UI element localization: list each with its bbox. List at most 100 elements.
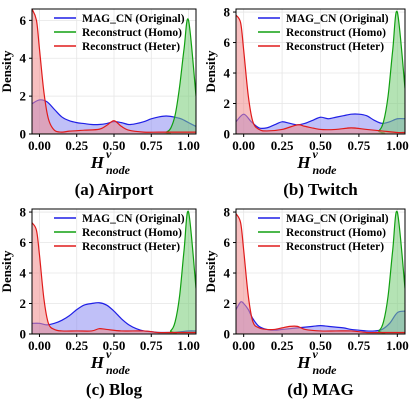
panel-caption: (a) Airport [75,180,154,199]
x-tick-label: 0.75 [348,338,371,353]
x-tick-label: 0.00 [28,138,51,153]
y-axis-label: Density [0,250,14,292]
panel-caption: (c) Blog [86,380,143,399]
x-tick-label: 0.50 [309,138,332,153]
x-tick-label: 0.25 [271,138,294,153]
y-tick-label: 8 [224,5,231,20]
legend-label-homo: Reconstruct (Homo) [286,227,386,239]
x-axis-label-main: H [296,353,311,372]
x-tick-label: 1.00 [386,338,409,353]
legend-label-heter: Reconstruct (Heter) [82,41,180,53]
x-tick-label: 0.25 [65,138,88,153]
legend-label-homo: Reconstruct (Homo) [82,27,182,39]
legend-label-original: MAG_CN (Original) [286,213,389,225]
y-axis-label: Density [203,50,218,92]
legend-label-homo: Reconstruct (Homo) [82,227,182,239]
chart-panel-3: 0.00 0.25 0.50 0.75 1.00 0 2 4 6 8 Density H v node (c… [0,205,200,399]
panel-caption: (b) Twitch [283,180,358,199]
legend: MAG_CN (Original) Reconstruct (Homo) Recon… [54,213,185,253]
y-tick-label: 2 [224,296,231,311]
x-tick-label: 0.50 [309,338,332,353]
series-area-heter [32,9,196,134]
y-tick-label: 8 [224,205,231,220]
x-tick-label: 0.00 [28,338,51,353]
y-tick-label: 0 [20,327,27,342]
y-tick-label: 2 [20,89,27,104]
x-tick-label: 0.50 [103,138,126,153]
x-tick-label: 0.75 [140,338,163,353]
series-line-original [236,113,405,130]
x-tick-label: 0.25 [271,338,294,353]
x-axis-label-sup: v [106,147,112,161]
x-tick-label: 1.00 [177,338,200,353]
x-axis-label-sub: node [106,163,131,177]
y-tick-label: 4 [224,266,231,281]
y-tick-label: 4 [20,51,27,66]
y-tick-label: 6 [20,13,27,28]
legend: MAG_CN (Original) Reconstruct (Homo) Recon… [54,13,185,53]
plot-area [236,10,405,134]
y-tick-label: 6 [224,235,231,250]
y-tick-label: 6 [224,35,231,50]
x-axis-label-main: H [296,153,311,172]
series-area-original [32,302,196,334]
y-tick-label: 2 [20,296,27,311]
y-tick-label: 0 [20,127,27,142]
series-area-original [32,99,196,134]
legend: MAG_CN (Original) Reconstruct (Homo) Recon… [258,213,389,253]
x-axis-label-main: H [90,153,105,172]
series-line-original [236,301,405,332]
legend-label-heter: Reconstruct (Heter) [286,41,384,53]
legend-label-original: MAG_CN (Original) [82,13,185,25]
x-axis-label-sup: v [313,147,319,161]
series-line-heter [32,9,196,133]
x-tick-label: 0.75 [140,138,163,153]
series-line-homo [236,10,405,134]
plot-area [32,210,196,334]
x-tick-label: 0.00 [232,338,255,353]
series-line-heter [236,14,405,134]
x-tick-label: 0.00 [232,138,255,153]
series-area-homo [32,211,196,334]
x-axis-label-sub: node [106,363,131,377]
x-tick-label: 0.50 [103,338,126,353]
legend: MAG_CN (Original) Reconstruct (Homo) Recon… [258,13,389,53]
x-axis-label-sub: node [313,163,338,177]
x-tick-label: 1.00 [386,138,409,153]
legend-label-homo: Reconstruct (Homo) [286,27,386,39]
legend-label-heter: Reconstruct (Heter) [286,241,384,253]
x-tick-label: 0.75 [348,138,371,153]
y-axis-label: Density [0,50,14,92]
y-tick-label: 6 [20,235,27,250]
x-axis-label-sup: v [106,347,112,361]
series-line-heter [32,222,196,334]
legend-label-heter: Reconstruct (Heter) [82,241,180,253]
panel-caption: (d) MAG [287,380,354,399]
x-axis-label-sup: v [313,347,319,361]
legend-label-original: MAG_CN (Original) [82,213,185,225]
series-area-homo [236,11,405,134]
series-line-homo [32,210,196,334]
x-axis-label-main: H [90,353,105,372]
y-tick-label: 4 [224,66,231,81]
x-axis-label-sub: node [313,363,338,377]
legend-label-original: MAG_CN (Original) [286,13,389,25]
x-tick-label: 0.25 [65,338,88,353]
series-area-homo [236,211,405,334]
y-tick-label: 0 [224,327,231,342]
series-line-homo [236,210,405,334]
y-tick-label: 2 [224,96,231,111]
chart-panel-4: 0.00 0.25 0.50 0.75 1.00 0 2 4 6 8 Density H v node (d… [203,205,409,399]
y-tick-label: 8 [20,205,27,220]
plot-area [236,210,405,334]
y-axis-label: Density [203,250,218,292]
chart-panel-1: 0.00 0.25 0.50 0.75 1.00 0 2 4 6 Density H v node (a)… [0,8,200,199]
y-tick-label: 4 [20,266,27,281]
x-tick-label: 1.00 [177,138,200,153]
y-tick-label: 0 [224,127,231,142]
